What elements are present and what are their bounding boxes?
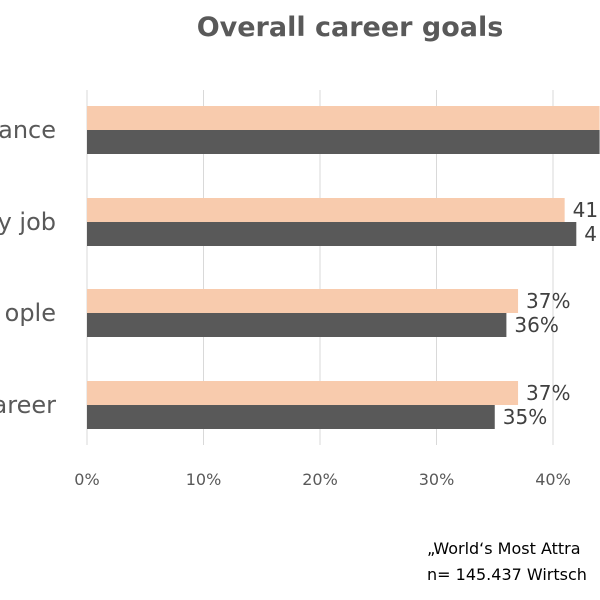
bars-group — [87, 106, 600, 429]
bar-series-0-3 — [87, 381, 519, 405]
bar-series-0-2 — [87, 289, 519, 313]
source-line-2: n= 145.437 Wirtsch — [427, 565, 587, 584]
data-label-0-1: 41 — [573, 198, 598, 222]
tick-labels: 0% 10% 20% 30% 40% — [74, 470, 570, 489]
data-label-0-2: 37% — [526, 289, 570, 313]
data-label-1-3: 35% — [503, 405, 547, 429]
x-tick-label-4: 40% — [535, 470, 571, 489]
bar-series-1-2 — [87, 313, 507, 337]
category-label-3: areer — [0, 391, 56, 419]
category-label-1: y job — [0, 208, 56, 236]
bar-series-1-0 — [87, 130, 600, 154]
data-label-0-3: 37% — [526, 381, 570, 405]
data-labels: 41 37% 37% 4 36% 35% — [503, 198, 598, 429]
bar-series-1-1 — [87, 222, 577, 246]
x-tick-label-3: 30% — [419, 470, 455, 489]
bar-series-1-3 — [87, 405, 495, 429]
x-tick-label-0: 0% — [74, 470, 99, 489]
bar-series-0-1 — [87, 198, 565, 222]
x-tick-label-2: 20% — [302, 470, 338, 489]
bar-series-0-0 — [87, 106, 600, 130]
data-label-1-1: 4 — [584, 222, 597, 246]
x-tick-label-1: 10% — [186, 470, 222, 489]
chart-title: Overall career goals — [197, 12, 504, 43]
data-label-1-2: 36% — [514, 313, 558, 337]
category-labels: ance y job ople areer — [0, 116, 56, 419]
source-line-1: „World‘s Most Attra — [427, 539, 581, 558]
category-label-0: ance — [0, 116, 56, 144]
category-label-2: ople — [5, 299, 56, 327]
